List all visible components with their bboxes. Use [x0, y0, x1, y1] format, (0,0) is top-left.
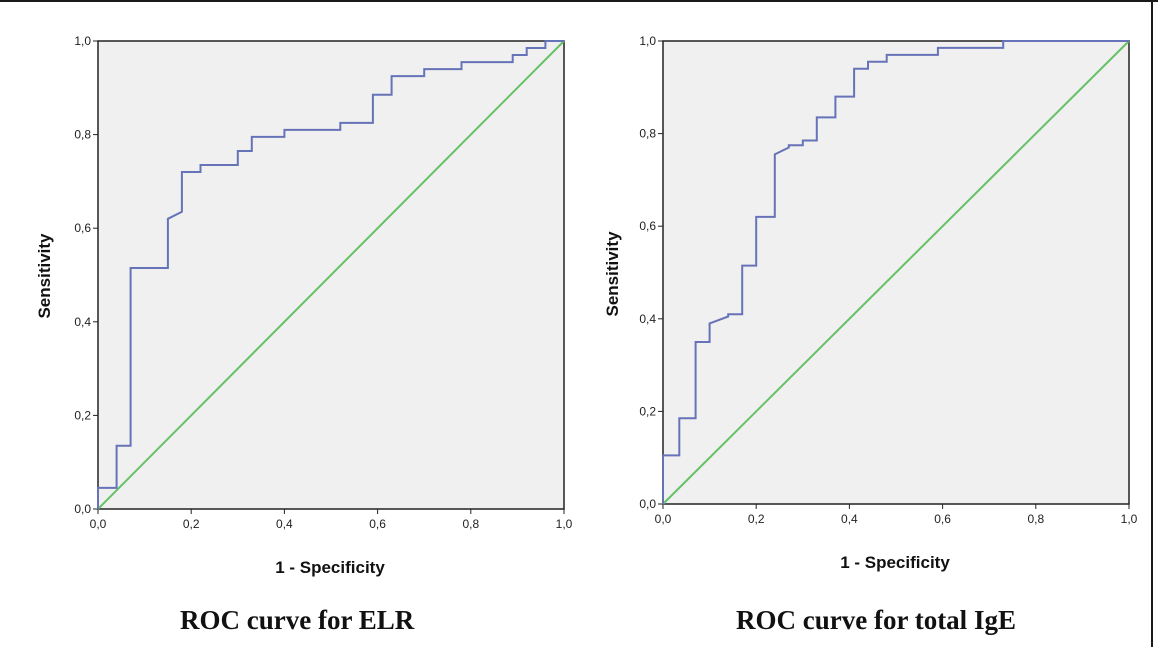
y-tick-label: 0,8 [74, 128, 91, 142]
roc-chart-elr: 0,0 0,2 0,4 0,6 0,8 1,0 0,0 0,2 0,4 0,6 0,8 1,0 1 - … [35, 34, 573, 577]
y-axis-label: Sensitivity [603, 231, 622, 317]
figure-top-border [0, 0, 1158, 2]
caption-ige: ROC curve for total IgE [736, 605, 1016, 635]
x-tick-label: 0,6 [369, 517, 386, 531]
x-tick-label: 0,0 [90, 517, 107, 531]
y-tick-label: 0,0 [74, 502, 91, 516]
x-axis-label: 1 - Specificity [275, 558, 385, 577]
x-tick-label: 0,2 [183, 517, 200, 531]
y-tick-label: 0,4 [74, 315, 91, 329]
roc-curve-line [662, 40, 1129, 504]
roc-curve-line [97, 40, 564, 509]
x-tick-label: 0,4 [276, 517, 293, 531]
y-tick-label: 0,2 [639, 404, 656, 418]
caption-elr: ROC curve for ELR [180, 605, 415, 635]
x-axis-label: 1 - Specificity [840, 553, 950, 572]
x-tick-label: 1,0 [556, 517, 573, 531]
figure-right-border [1151, 0, 1153, 647]
y-tick-label: 0,6 [74, 221, 91, 235]
y-tick-label: 0,6 [639, 219, 656, 233]
reference-diagonal-line [662, 40, 1130, 505]
y-tick-label: 0,8 [639, 127, 656, 141]
reference-diagonal-line [97, 40, 565, 510]
y-tick-label: 0,0 [639, 497, 656, 511]
x-tick-label: 0,6 [934, 512, 951, 526]
x-tick-label: 0,8 [462, 517, 479, 531]
x-tick-label: 0,8 [1027, 512, 1044, 526]
x-tick-label: 0,4 [841, 512, 858, 526]
x-tick-label: 1,0 [1121, 512, 1138, 526]
x-tick-label: 0,0 [655, 512, 672, 526]
y-axis-label: Sensitivity [35, 233, 54, 319]
y-tick-label: 0,4 [639, 312, 656, 326]
x-tick-label: 0,2 [748, 512, 765, 526]
y-tick-label: 0,2 [74, 408, 91, 422]
y-tick-label: 1,0 [639, 34, 656, 48]
y-tick-label: 1,0 [74, 34, 91, 48]
roc-chart-ige: 0,0 0,2 0,4 0,6 0,8 1,0 0,0 0,2 0,4 0,6 0,8 1,0 1 - … [603, 34, 1138, 572]
